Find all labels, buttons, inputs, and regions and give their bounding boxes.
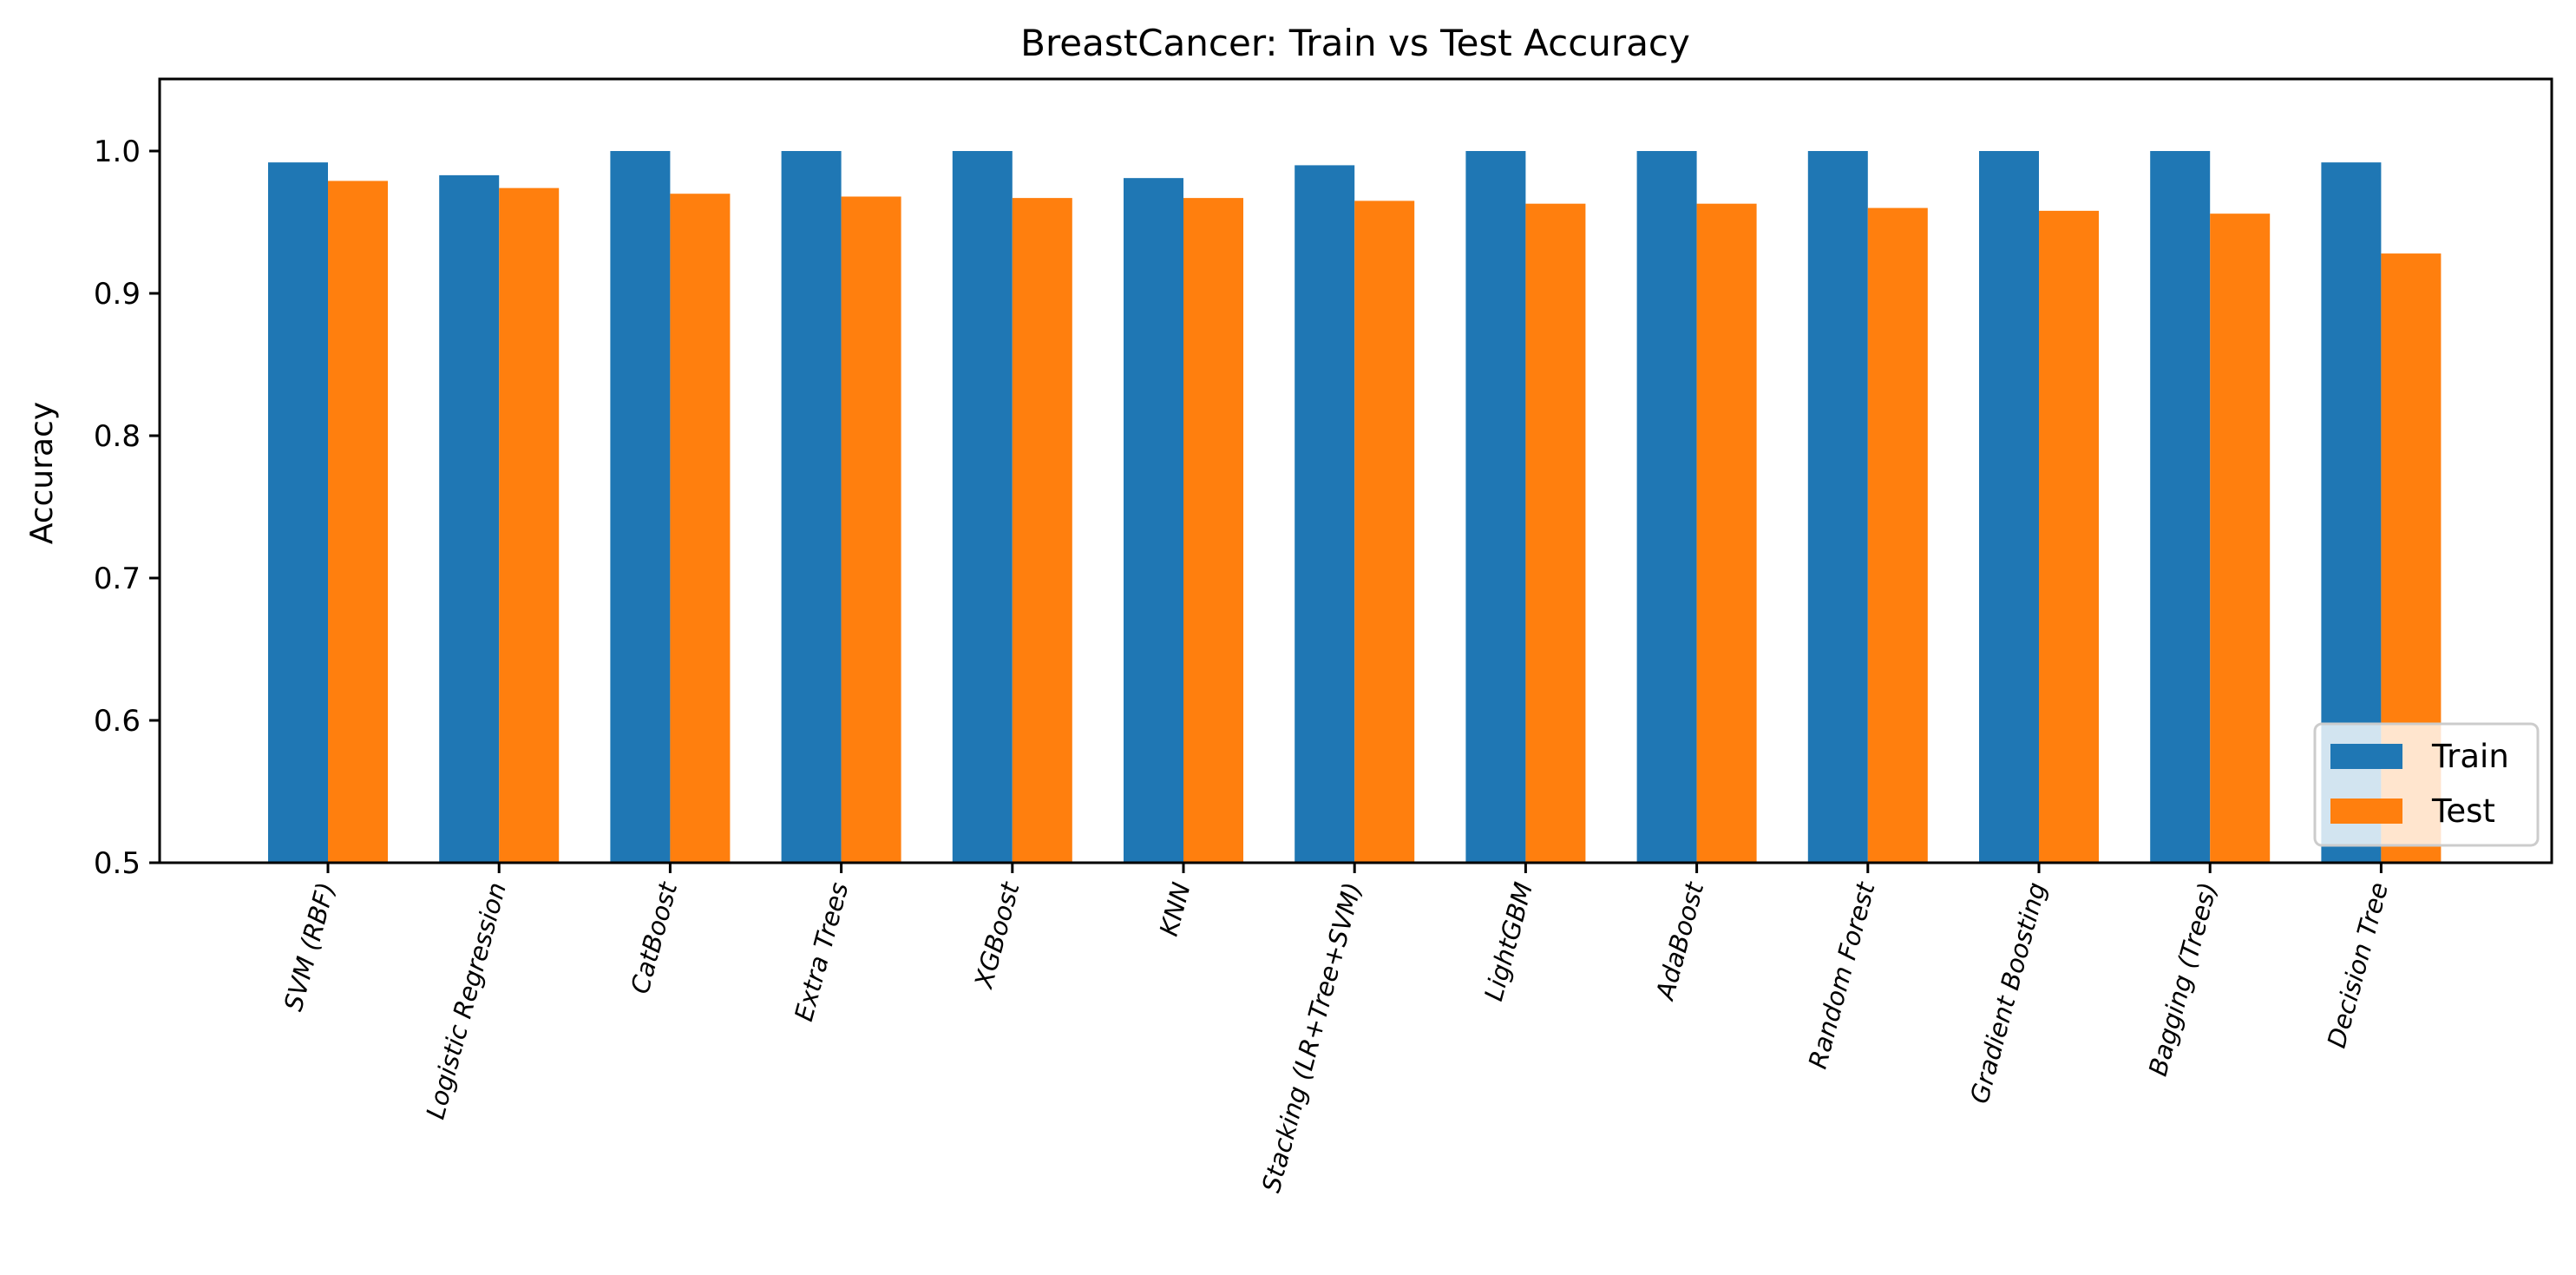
bar-test bbox=[1183, 198, 1243, 863]
x-tick-label: Bagging (Trees) bbox=[2143, 879, 2223, 1079]
x-tick-label: Extra Trees bbox=[789, 879, 854, 1024]
bar-test bbox=[499, 187, 560, 863]
bar-train bbox=[439, 174, 500, 863]
bar-test bbox=[1354, 200, 1415, 863]
legend-label-test: Test bbox=[2431, 792, 2495, 830]
x-tick-label: Random Forest bbox=[1803, 877, 1881, 1071]
bar-train bbox=[610, 151, 671, 863]
x-tick-label: XGBoost bbox=[968, 877, 1026, 992]
x-tick-label: AdaBoost bbox=[1649, 877, 1709, 1003]
y-axis-label: Accuracy bbox=[24, 402, 60, 544]
bar-test bbox=[1012, 198, 1072, 863]
y-tick-label: 0.9 bbox=[94, 277, 141, 312]
bar-train bbox=[1979, 151, 2039, 863]
bar-train bbox=[781, 151, 842, 863]
bar-test bbox=[1525, 203, 1586, 863]
y-tick-label: 0.8 bbox=[94, 419, 141, 454]
bar-test bbox=[2039, 210, 2099, 863]
legend-label-train: Train bbox=[2431, 738, 2509, 775]
bar-train bbox=[1465, 151, 1526, 863]
bar-train bbox=[1636, 151, 1697, 863]
bars-group bbox=[268, 151, 2442, 864]
bar-test bbox=[2210, 214, 2271, 863]
bar-train bbox=[2150, 151, 2211, 863]
x-tick-label: LightGBM bbox=[1478, 879, 1538, 1004]
x-tick-label: Gradient Boosting bbox=[1964, 879, 2052, 1107]
y-tick-label: 0.7 bbox=[94, 562, 141, 596]
x-tick-label: KNN bbox=[1154, 879, 1196, 939]
y-tick-label: 1.0 bbox=[94, 135, 141, 169]
y-tick-label: 0.5 bbox=[94, 846, 141, 881]
bar-test bbox=[841, 196, 901, 864]
x-tick-label: SVM (RBF) bbox=[279, 879, 341, 1014]
x-tick-label: CatBoost bbox=[625, 877, 683, 996]
bar-test bbox=[670, 194, 731, 863]
bar-test bbox=[328, 181, 388, 863]
legend-swatch-train bbox=[2330, 744, 2402, 769]
y-axis-ticks: 0.5 0.6 0.7 0.8 0.9 1.0 bbox=[94, 135, 160, 881]
bar-train bbox=[1124, 178, 1183, 863]
bar-test bbox=[1867, 207, 1928, 864]
x-tick-label: Stacking (LR+Tree+SVM) bbox=[1256, 879, 1367, 1195]
bar-train bbox=[268, 162, 328, 863]
chart-title: BreastCancer: Train vs Test Accuracy bbox=[1020, 22, 1690, 64]
x-tick-label: Decision Tree bbox=[2322, 879, 2395, 1051]
x-tick-label: Logistic Regression bbox=[420, 879, 511, 1122]
x-axis-ticks: SVM (RBF) Logistic Regression CatBoost Extr… bbox=[279, 863, 2395, 1195]
bar-train bbox=[952, 151, 1013, 863]
bar-train bbox=[1807, 151, 1868, 863]
bar-train bbox=[1295, 165, 1355, 863]
y-tick-label: 0.6 bbox=[94, 704, 141, 739]
bar-test bbox=[1696, 203, 1757, 863]
legend-swatch-test bbox=[2330, 799, 2402, 824]
legend: Train Test bbox=[2313, 722, 2540, 847]
